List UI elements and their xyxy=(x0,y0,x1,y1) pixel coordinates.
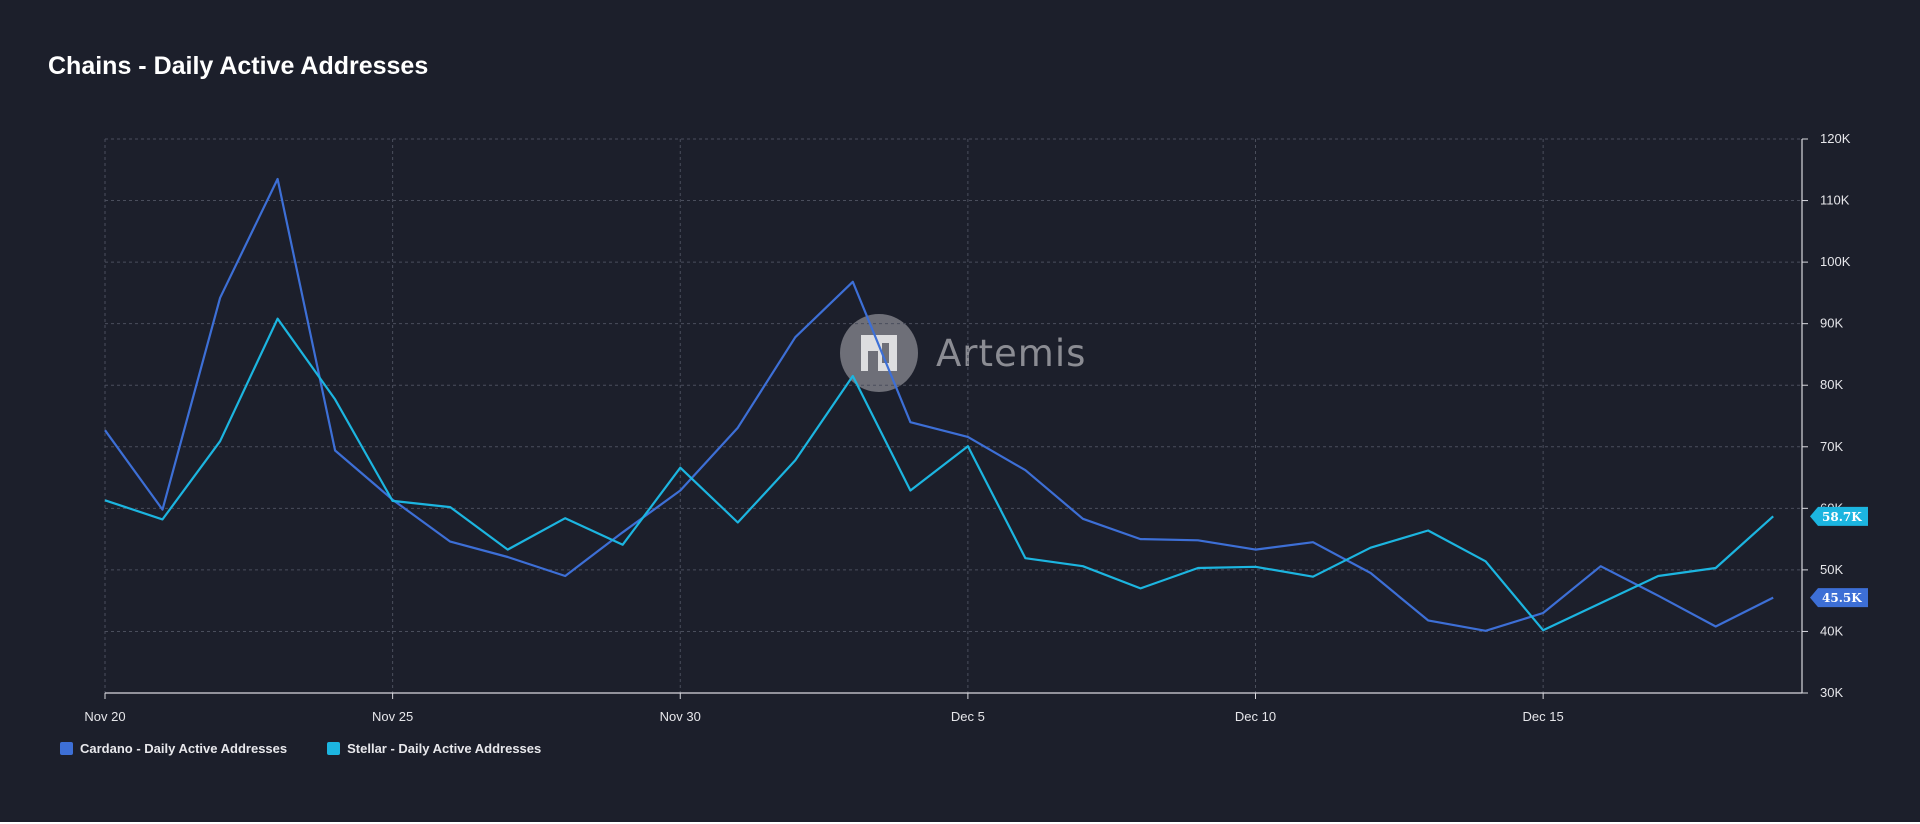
last-value-label: 58.7K xyxy=(1822,510,1862,524)
y-tick-label: 110K xyxy=(1820,193,1850,208)
series-line-1 xyxy=(104,317,1774,632)
artemis-logo-icon xyxy=(840,314,918,392)
x-tick-label: Dec 5 xyxy=(951,709,985,724)
legend-label-stellar: Stellar - Daily Active Addresses xyxy=(347,741,542,756)
legend-label-cardano: Cardano - Daily Active Addresses xyxy=(80,741,288,756)
y-tick-label: 100K xyxy=(1820,254,1851,269)
y-tick-label: 40K xyxy=(1820,623,1843,638)
legend-swatch-stellar xyxy=(327,742,341,755)
legend: Cardano - Daily Active Addresses Stellar… xyxy=(60,741,541,756)
y-tick-label: 90K xyxy=(1820,316,1843,331)
x-tick-label: Nov 25 xyxy=(372,709,413,724)
last-value-label: 45.5K xyxy=(1822,591,1862,605)
last-value-badge xyxy=(1810,506,1868,526)
x-tick-label: Nov 30 xyxy=(660,709,701,724)
x-tick-label: Nov 20 xyxy=(84,709,125,724)
chart-title: Chains - Daily Active Addresses xyxy=(48,52,429,80)
y-tick-label: 120K xyxy=(1820,131,1851,146)
y-tick-label: 70K xyxy=(1820,439,1843,454)
legend-swatch-cardano xyxy=(60,742,73,755)
legend-item-stellar[interactable]: Stellar - Daily Active Addresses xyxy=(327,741,541,756)
watermark-text: Artemis xyxy=(936,331,1087,375)
y-tick-label: 50K xyxy=(1820,562,1843,577)
legend-item-cardano[interactable]: Cardano - Daily Active Addresses xyxy=(60,741,287,756)
y-tick-label: 30K xyxy=(1820,685,1843,700)
series-line-0 xyxy=(104,177,1774,632)
x-tick-label: Dec 15 xyxy=(1523,709,1564,724)
y-tick-label: 80K xyxy=(1820,377,1843,392)
watermark: Artemis xyxy=(840,314,1086,392)
last-value-badge xyxy=(1810,588,1868,608)
x-tick-label: Dec 10 xyxy=(1235,709,1276,724)
